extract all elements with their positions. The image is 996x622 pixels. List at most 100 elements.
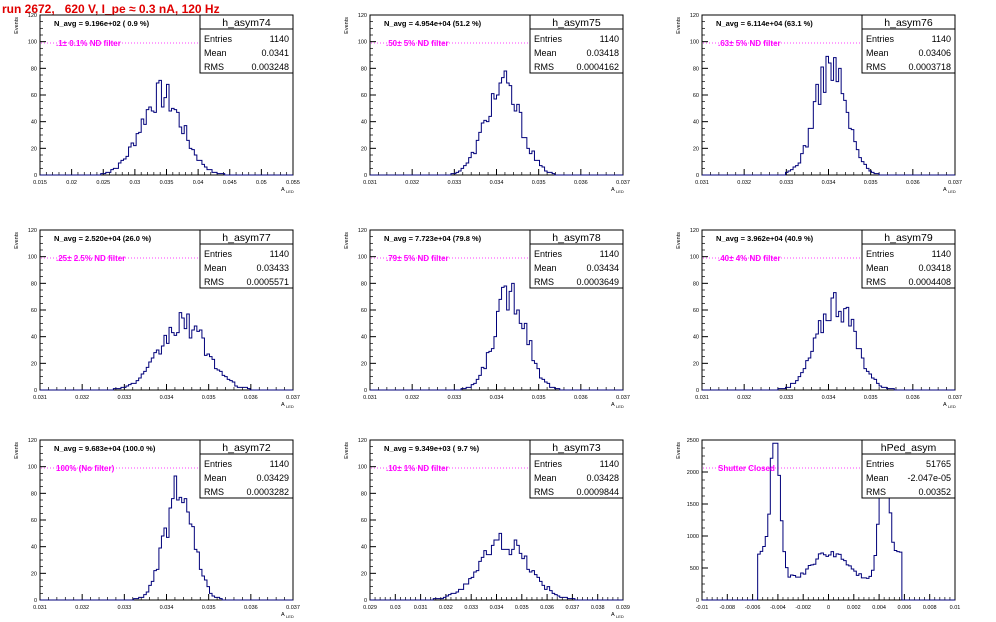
y-tick-label: 20 <box>361 146 367 152</box>
histogram-series <box>702 292 955 391</box>
x-tick-label: 0.03 <box>130 180 141 186</box>
x-tick-label: 0.036 <box>244 395 258 401</box>
y-tick-label: 0 <box>696 388 699 394</box>
x-tick-label: 0.02 <box>66 180 77 186</box>
stat-label: Mean <box>866 48 889 58</box>
y-tick-label: 60 <box>361 308 367 314</box>
y-tick-label: 60 <box>693 308 699 314</box>
histogram-name: h_asym79 <box>884 232 933 244</box>
y-axis-title: Events <box>14 17 20 34</box>
x-tick-label: 0.002 <box>847 605 861 611</box>
x-tick-label: 0.034 <box>160 605 174 611</box>
x-tick-label: -0.006 <box>745 605 761 611</box>
y-axis-title: Events <box>14 232 20 249</box>
stat-value: 0.0003282 <box>246 487 289 497</box>
x-tick-label: -0.002 <box>795 605 811 611</box>
y-tick-label: 100 <box>28 40 37 46</box>
x-tick-label: 0.04 <box>193 180 204 186</box>
x-tick-label: 0.037 <box>286 605 300 611</box>
x-axis-title: A <box>281 612 285 618</box>
x-tick-label: 0.037 <box>616 180 630 186</box>
x-tick-label: 0.037 <box>286 395 300 401</box>
stat-label: Entries <box>866 459 895 469</box>
y-tick-label: 80 <box>361 491 367 497</box>
y-tick-label: 40 <box>31 120 37 126</box>
y-tick-label: 80 <box>31 66 37 72</box>
stat-label: Mean <box>204 263 227 273</box>
filter-annotation: .50± 5% ND filter <box>386 39 449 48</box>
stats-box <box>529 229 624 289</box>
stat-label: RMS <box>204 487 224 497</box>
y-tick-label: 100 <box>690 255 699 261</box>
stat-label: Mean <box>534 48 557 58</box>
x-axis-title: A <box>611 612 615 618</box>
y-tick-label: 500 <box>690 566 699 572</box>
x-tick-label: 0.031 <box>363 180 377 186</box>
histogram-series <box>40 79 293 176</box>
y-tick-label: 40 <box>361 545 367 551</box>
stat-label: Mean <box>534 263 557 273</box>
x-axis-title: A <box>281 402 285 408</box>
navg-label: N_avg = 2.520e+04 (26.0 %) <box>54 234 152 243</box>
x-tick-label: 0.039 <box>616 605 630 611</box>
x-tick-label: 0.034 <box>490 180 504 186</box>
y-tick-label: 120 <box>358 228 367 234</box>
x-axis-title: A <box>943 187 947 193</box>
stat-label: Entries <box>866 249 895 259</box>
stat-label: Entries <box>204 34 233 44</box>
histogram-panel-h_asym72: 0.031 0.032 0.033 0.034 0.035 0.036 0.037 0 20 40… <box>14 438 300 619</box>
y-tick-label: 0 <box>364 388 367 394</box>
x-tick-label: 0.037 <box>948 395 962 401</box>
y-tick-label: 60 <box>693 93 699 99</box>
x-tick-label: 0.037 <box>948 180 962 186</box>
x-tick-label: -0.004 <box>770 605 786 611</box>
stats-box <box>199 14 294 74</box>
x-tick-label: 0 <box>827 605 830 611</box>
y-tick-label: 80 <box>361 281 367 287</box>
x-tick-label: 0.033 <box>779 180 793 186</box>
y-tick-label: 40 <box>361 335 367 341</box>
stat-label: Mean <box>866 263 889 273</box>
stat-label: Entries <box>534 34 563 44</box>
histogram-panel-h_asym75: 0.031 0.032 0.033 0.034 0.035 0.036 0.037 0 20 40… <box>344 13 630 194</box>
x-tick-label: 0.032 <box>405 180 419 186</box>
y-tick-label: 120 <box>358 438 367 444</box>
y-tick-label: 0 <box>364 173 367 179</box>
stat-value: 0.03418 <box>918 263 951 273</box>
stats-box <box>861 439 956 499</box>
navg-label: N_avg = 3.962e+04 (40.9 %) <box>716 234 814 243</box>
y-axis-title: Events <box>676 442 682 459</box>
y-tick-label: 120 <box>28 228 37 234</box>
x-tick-label: 0.033 <box>779 395 793 401</box>
x-tick-label: 0.034 <box>822 395 836 401</box>
stat-label: RMS <box>866 62 886 72</box>
x-tick-label: 0.032 <box>737 395 751 401</box>
y-tick-label: 0 <box>696 598 699 604</box>
stat-label: Mean <box>866 473 889 483</box>
stat-value: 0.03429 <box>256 473 289 483</box>
filter-annotation: .1± 0.1% ND filter <box>56 39 121 48</box>
stat-value: 0.0009844 <box>576 487 619 497</box>
stat-value: 1140 <box>932 34 951 44</box>
histogram-name: h_asym77 <box>222 232 271 244</box>
histogram-panel-h_asym73: 0.029 0.03 0.031 0.032 0.033 0.034 0.035 0.036 0… <box>344 438 630 619</box>
stat-label: Entries <box>204 249 233 259</box>
y-tick-label: 2500 <box>687 438 699 444</box>
x-axis-title-subscript: LED <box>286 189 294 194</box>
y-tick-label: 100 <box>28 465 37 471</box>
x-tick-label: 0.006 <box>898 605 912 611</box>
y-tick-label: 20 <box>361 361 367 367</box>
navg-label: N_avg = 6.114e+04 (63.1 %) <box>716 19 813 28</box>
x-tick-label: -0.008 <box>719 605 735 611</box>
y-tick-label: 20 <box>693 146 699 152</box>
y-tick-label: 120 <box>28 438 37 444</box>
x-tick-label: 0.034 <box>490 395 504 401</box>
x-tick-label: 0.037 <box>566 605 580 611</box>
stats-box <box>529 439 624 499</box>
x-tick-label: 0.037 <box>616 395 630 401</box>
x-tick-label: 0.031 <box>33 395 47 401</box>
filter-annotation: Shutter Closed <box>718 464 775 473</box>
stats-box <box>861 14 956 74</box>
x-axis-title-subscript: LED <box>286 404 294 409</box>
